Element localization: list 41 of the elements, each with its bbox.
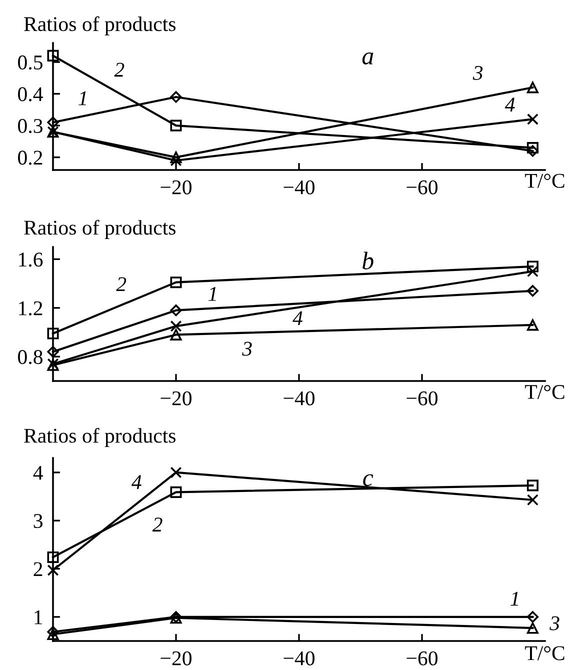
y-tick-label: 1	[34, 610, 42, 624]
annotation: 2	[114, 62, 124, 77]
annotation: 3	[242, 342, 252, 356]
y-tick-label: 0.5	[18, 55, 42, 70]
x-tick-label: −40	[284, 180, 314, 194]
x-tick-label: −20	[160, 651, 192, 666]
y-tick-label: 0.8	[18, 350, 42, 364]
y-tick-label: 0.3	[18, 118, 42, 134]
y-tick-label: 1.2	[19, 301, 42, 316]
y-tick-label: 0.4	[18, 87, 43, 102]
y-axis-title: Ratios of products	[24, 16, 176, 36]
x-tick-label: −60	[406, 651, 438, 666]
chart-title: a	[362, 52, 374, 65]
x-axis-title: T/°C	[525, 646, 564, 660]
y-tick-label: 3	[34, 514, 42, 528]
x-tick-label: −40	[284, 391, 314, 406]
y-tick-label: 2	[34, 562, 42, 576]
annotation: 2	[116, 277, 126, 292]
y-tick-label: 0.2	[18, 150, 42, 165]
y-tick-label: 4	[33, 466, 43, 480]
annotation: 1	[510, 592, 518, 606]
annotation: 4	[131, 475, 142, 489]
x-axis-title: T/°C	[525, 384, 564, 400]
chart-title: b	[362, 252, 374, 270]
chart-title: c	[363, 474, 374, 486]
y-tick-label: 1.6	[19, 252, 43, 267]
annotation: 4	[504, 98, 515, 112]
x-tick-label: −20	[160, 391, 192, 406]
x-tick-label: −60	[406, 391, 438, 406]
x-tick-label: −60	[406, 180, 438, 194]
annotation: 2	[152, 518, 162, 532]
x-tick-label: −20	[160, 180, 192, 194]
y-axis-title: Ratios of products	[24, 428, 176, 448]
x-axis-title: T/°C	[525, 174, 564, 188]
annotation: 4	[292, 311, 303, 326]
annotation: 3	[472, 66, 483, 80]
annotation: 1	[78, 91, 86, 106]
annotation: 1	[208, 287, 216, 301]
y-axis-title: Ratios of products	[24, 220, 176, 239]
x-tick-label: −40	[284, 651, 314, 666]
text: 3	[550, 616, 560, 630]
